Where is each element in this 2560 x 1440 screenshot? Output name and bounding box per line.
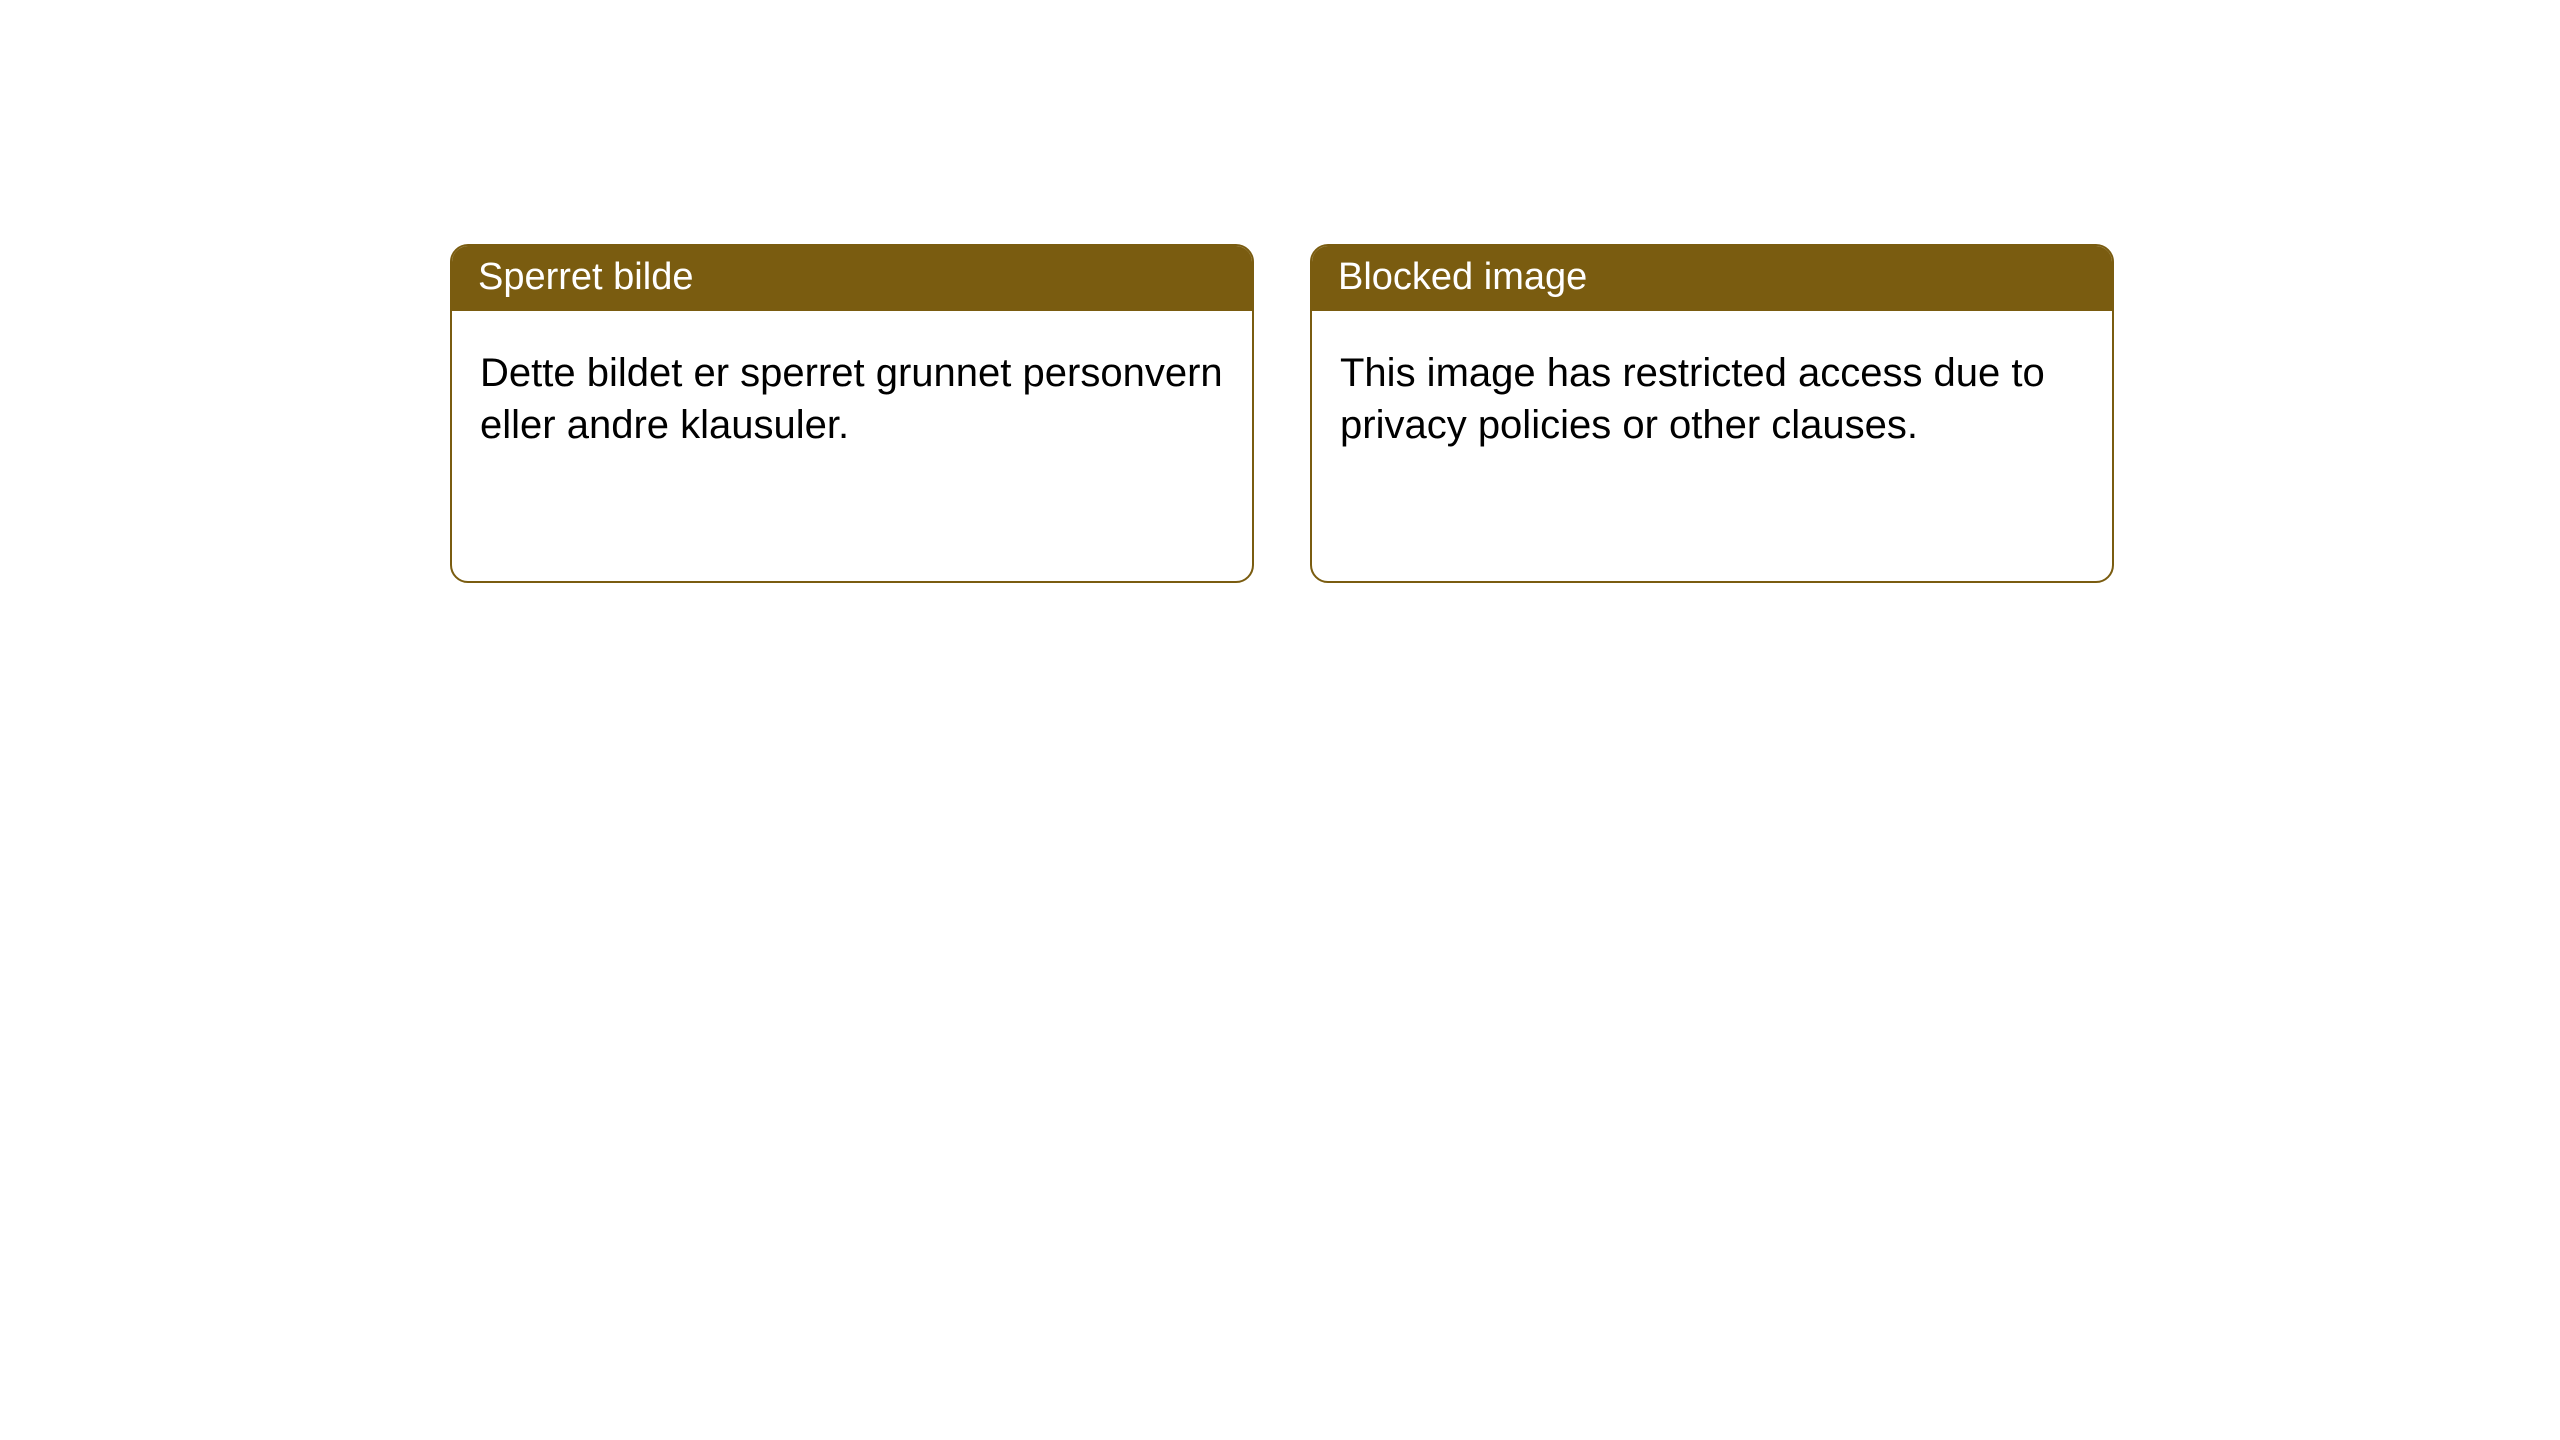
notice-body-left: Dette bildet er sperret grunnet personve… [452, 311, 1252, 581]
notice-header-left: Sperret bilde [452, 246, 1252, 311]
notice-card-left: Sperret bilde Dette bildet er sperret gr… [450, 244, 1254, 583]
notice-header-right: Blocked image [1312, 246, 2112, 311]
notice-body-right: This image has restricted access due to … [1312, 311, 2112, 581]
notice-container: Sperret bilde Dette bildet er sperret gr… [0, 0, 2560, 583]
notice-card-right: Blocked image This image has restricted … [1310, 244, 2114, 583]
